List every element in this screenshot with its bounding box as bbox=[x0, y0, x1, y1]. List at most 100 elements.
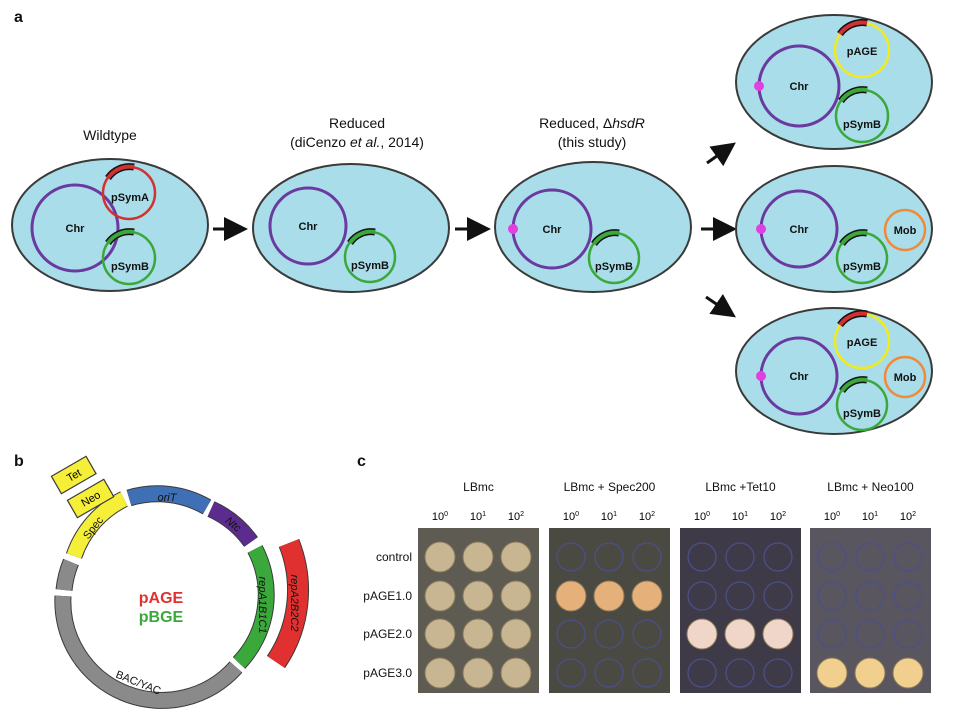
pbge-center-label: pBGE bbox=[139, 609, 184, 626]
cell-page: Chr pAGE pSymB bbox=[735, 14, 933, 150]
colony-spot bbox=[854, 657, 886, 689]
chr-label: Chr bbox=[299, 221, 319, 233]
empty-spot-ring bbox=[855, 619, 885, 649]
row-label: control bbox=[376, 550, 412, 564]
title-reduced: Reduced bbox=[329, 115, 385, 131]
dilution-label: 100 bbox=[432, 511, 448, 523]
empty-spot-ring bbox=[817, 542, 847, 572]
dilution-label: 100 bbox=[824, 511, 840, 523]
panel-a-letter: a bbox=[14, 9, 23, 26]
colony-spot bbox=[424, 618, 456, 650]
plate-title: LBmc bbox=[463, 480, 494, 494]
dilution-label: 101 bbox=[470, 511, 486, 523]
empty-spot-ring bbox=[632, 658, 662, 688]
colony-spot bbox=[462, 657, 494, 689]
arrow bbox=[705, 293, 736, 318]
empty-spot-ring bbox=[687, 542, 717, 572]
empty-spot-ring bbox=[556, 542, 586, 572]
panel-c-letter: c bbox=[357, 453, 366, 470]
colony-spot bbox=[500, 541, 532, 573]
arrow bbox=[706, 142, 736, 167]
chr-label: Chr bbox=[543, 224, 563, 236]
empty-spot-ring bbox=[594, 542, 624, 572]
colony-spot bbox=[424, 541, 456, 573]
orit-label: oriT bbox=[158, 492, 178, 504]
psymb-label: pSymB bbox=[595, 261, 633, 273]
colony-spot bbox=[500, 618, 532, 650]
empty-spot-ring bbox=[763, 542, 793, 572]
deletion-marker bbox=[756, 224, 766, 234]
colony-spot bbox=[555, 580, 587, 612]
dilution-label: 102 bbox=[639, 511, 655, 523]
empty-spot-ring bbox=[556, 619, 586, 649]
deletion-marker bbox=[754, 81, 764, 91]
empty-spot-ring bbox=[855, 581, 885, 611]
page-label: pAGE bbox=[847, 337, 878, 349]
repa2b2c2-label: repA2B2C2 bbox=[288, 575, 300, 632]
colony-spot bbox=[631, 580, 663, 612]
empty-spot-ring bbox=[594, 619, 624, 649]
mob-ring bbox=[883, 208, 927, 252]
plasmid-map: Neo Tet oriT Ntc repA1B1C1 repA2B2C2 Spe… bbox=[50, 455, 309, 709]
repa1b1c1-segment bbox=[233, 545, 274, 669]
empty-spot-ring bbox=[893, 581, 923, 611]
cell-reduced: Chr pSymB bbox=[252, 163, 450, 293]
mob-label: Mob bbox=[894, 372, 917, 384]
colony-spot bbox=[462, 618, 494, 650]
colony-spot bbox=[500, 580, 532, 612]
panel-b-letter: b bbox=[14, 453, 24, 470]
cell-reduced-hsdr: Chr pSymB bbox=[494, 161, 692, 293]
chromosome-ring bbox=[30, 183, 120, 273]
title-reduced-citation: (diCenzo et al., 2014) bbox=[290, 134, 424, 150]
mob-ring bbox=[883, 355, 927, 399]
empty-spot-ring bbox=[687, 658, 717, 688]
orit-segment bbox=[126, 486, 211, 514]
colony-spot bbox=[500, 657, 532, 689]
mob-label: Mob bbox=[894, 225, 917, 237]
title-reduced-hsdr: Reduced, ΔhsdR bbox=[539, 115, 645, 131]
empty-spot-ring bbox=[725, 581, 755, 611]
dilution-label: 101 bbox=[601, 511, 617, 523]
plate-panel: control pAGE1.0 pAGE2.0 pAGE3.0 LBmc 100 101 10… bbox=[363, 480, 931, 693]
repa2b2c2-segment bbox=[267, 539, 308, 668]
empty-spot-ring bbox=[893, 542, 923, 572]
row-label: pAGE1.0 bbox=[363, 589, 412, 603]
colony-spot bbox=[724, 618, 756, 650]
spec-segment bbox=[66, 492, 128, 559]
plate-title: LBmc + Spec200 bbox=[564, 480, 656, 494]
chr-label: Chr bbox=[790, 371, 810, 383]
dilution-label: 102 bbox=[900, 511, 916, 523]
colony-spot bbox=[593, 580, 625, 612]
empty-spot-ring bbox=[594, 658, 624, 688]
cell-wildtype: Chr pSymA pSymB bbox=[11, 158, 209, 292]
empty-spot-ring bbox=[725, 542, 755, 572]
cell-page-mob: Chr pAGE pSymB Mob bbox=[735, 307, 933, 435]
dilution-label: 102 bbox=[508, 511, 524, 523]
empty-spot-ring bbox=[556, 658, 586, 688]
empty-spot-ring bbox=[763, 658, 793, 688]
empty-spot-ring bbox=[763, 581, 793, 611]
empty-spot-ring bbox=[855, 542, 885, 572]
title-wildtype: Wildtype bbox=[83, 127, 137, 143]
chromosome-ring bbox=[268, 186, 348, 266]
deletion-marker bbox=[756, 371, 766, 381]
bac-yac-segment bbox=[55, 595, 242, 708]
chr-label: Chr bbox=[790, 81, 810, 93]
psymb-label: pSymB bbox=[351, 260, 389, 272]
colony-spot bbox=[424, 580, 456, 612]
colony-spot bbox=[762, 618, 794, 650]
empty-spot-ring bbox=[687, 581, 717, 611]
plate-title: LBmc + Neo100 bbox=[827, 480, 914, 494]
psymb-label: pSymB bbox=[843, 261, 881, 273]
dilution-label: 100 bbox=[563, 511, 579, 523]
empty-spot-ring bbox=[725, 658, 755, 688]
colony-spot bbox=[462, 580, 494, 612]
psymb-label: pSymB bbox=[111, 261, 149, 273]
psymb-label: pSymB bbox=[843, 408, 881, 420]
ntc-segment bbox=[207, 502, 258, 547]
empty-spot-ring bbox=[817, 581, 847, 611]
dilution-label: 100 bbox=[694, 511, 710, 523]
empty-spot-ring bbox=[632, 619, 662, 649]
